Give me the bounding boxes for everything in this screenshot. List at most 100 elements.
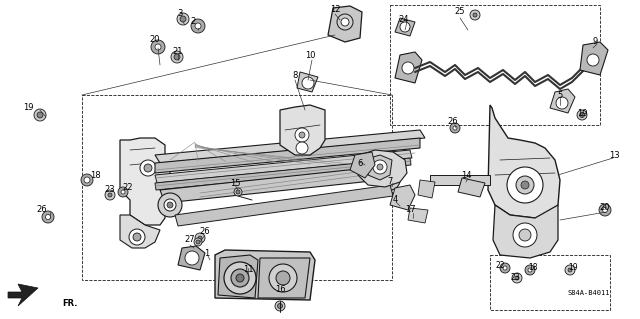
Text: 6: 6: [357, 159, 363, 167]
Circle shape: [507, 167, 543, 203]
Text: 16: 16: [275, 286, 285, 294]
Circle shape: [373, 160, 387, 174]
Polygon shape: [8, 284, 38, 306]
Polygon shape: [430, 175, 490, 185]
Circle shape: [155, 44, 161, 50]
Polygon shape: [408, 208, 428, 223]
Text: 26: 26: [448, 117, 458, 127]
Text: 22: 22: [495, 261, 505, 270]
Circle shape: [296, 142, 308, 154]
Polygon shape: [418, 180, 435, 198]
Polygon shape: [258, 258, 310, 298]
Polygon shape: [297, 72, 318, 92]
Circle shape: [299, 132, 305, 138]
Circle shape: [171, 51, 183, 63]
Circle shape: [579, 113, 584, 117]
Bar: [390, 5, 600, 125]
Circle shape: [473, 13, 477, 17]
Text: 20: 20: [600, 203, 611, 211]
Circle shape: [528, 268, 532, 272]
Text: FR.: FR.: [62, 299, 77, 308]
Text: 19: 19: [23, 103, 33, 113]
Text: 13: 13: [609, 151, 620, 160]
Circle shape: [191, 19, 205, 33]
Circle shape: [194, 238, 202, 246]
Polygon shape: [155, 130, 425, 163]
Circle shape: [81, 174, 93, 186]
Circle shape: [513, 223, 537, 247]
Circle shape: [512, 273, 522, 283]
Circle shape: [185, 251, 199, 265]
Circle shape: [341, 18, 349, 26]
Circle shape: [515, 276, 519, 280]
Polygon shape: [550, 89, 575, 113]
Circle shape: [400, 22, 410, 32]
Polygon shape: [458, 178, 485, 197]
Circle shape: [236, 274, 244, 282]
Text: 18: 18: [90, 170, 100, 180]
Polygon shape: [215, 250, 315, 300]
Polygon shape: [280, 105, 325, 155]
Bar: [490, 255, 610, 310]
Polygon shape: [493, 205, 558, 258]
Circle shape: [224, 262, 256, 294]
Circle shape: [140, 160, 156, 176]
Circle shape: [470, 10, 480, 20]
Circle shape: [108, 193, 112, 197]
Text: 23: 23: [510, 273, 520, 283]
Polygon shape: [368, 155, 392, 180]
Polygon shape: [178, 246, 205, 270]
Circle shape: [231, 269, 249, 287]
Circle shape: [198, 236, 202, 240]
Circle shape: [587, 54, 599, 66]
Circle shape: [302, 77, 314, 89]
Circle shape: [556, 97, 568, 109]
Circle shape: [450, 123, 460, 133]
Text: 3: 3: [177, 10, 182, 19]
Circle shape: [602, 207, 607, 212]
Circle shape: [37, 112, 43, 118]
Circle shape: [377, 164, 383, 170]
Circle shape: [234, 188, 242, 196]
Polygon shape: [395, 18, 415, 36]
Bar: [82, 95, 392, 280]
Circle shape: [174, 54, 180, 60]
Polygon shape: [155, 138, 420, 173]
Circle shape: [105, 190, 115, 200]
Text: 7: 7: [387, 176, 393, 186]
Circle shape: [164, 199, 176, 211]
Polygon shape: [328, 6, 362, 42]
Text: 24: 24: [399, 14, 409, 24]
Text: 5: 5: [557, 92, 563, 100]
Text: 18: 18: [528, 263, 538, 271]
Circle shape: [133, 233, 141, 241]
Text: 11: 11: [243, 265, 253, 275]
Circle shape: [503, 266, 507, 270]
Text: 25: 25: [455, 8, 465, 17]
Polygon shape: [358, 150, 407, 187]
Circle shape: [195, 233, 205, 243]
Text: 14: 14: [461, 170, 471, 180]
Circle shape: [180, 16, 186, 22]
Circle shape: [118, 187, 128, 197]
Text: 1: 1: [204, 249, 210, 257]
Circle shape: [519, 229, 531, 241]
Text: 8: 8: [292, 70, 298, 79]
Circle shape: [453, 126, 457, 130]
Circle shape: [402, 62, 414, 74]
Circle shape: [144, 164, 152, 172]
Polygon shape: [218, 255, 258, 298]
Circle shape: [577, 110, 587, 120]
Polygon shape: [395, 52, 422, 83]
Polygon shape: [120, 215, 160, 248]
Text: 20: 20: [150, 35, 160, 44]
Circle shape: [236, 190, 240, 194]
Text: 19: 19: [577, 108, 588, 117]
Circle shape: [45, 214, 51, 219]
Circle shape: [151, 40, 165, 54]
Text: 12: 12: [330, 5, 340, 14]
Polygon shape: [160, 165, 400, 203]
Polygon shape: [488, 105, 560, 218]
Text: 9: 9: [593, 38, 598, 47]
Text: 26: 26: [36, 205, 47, 214]
